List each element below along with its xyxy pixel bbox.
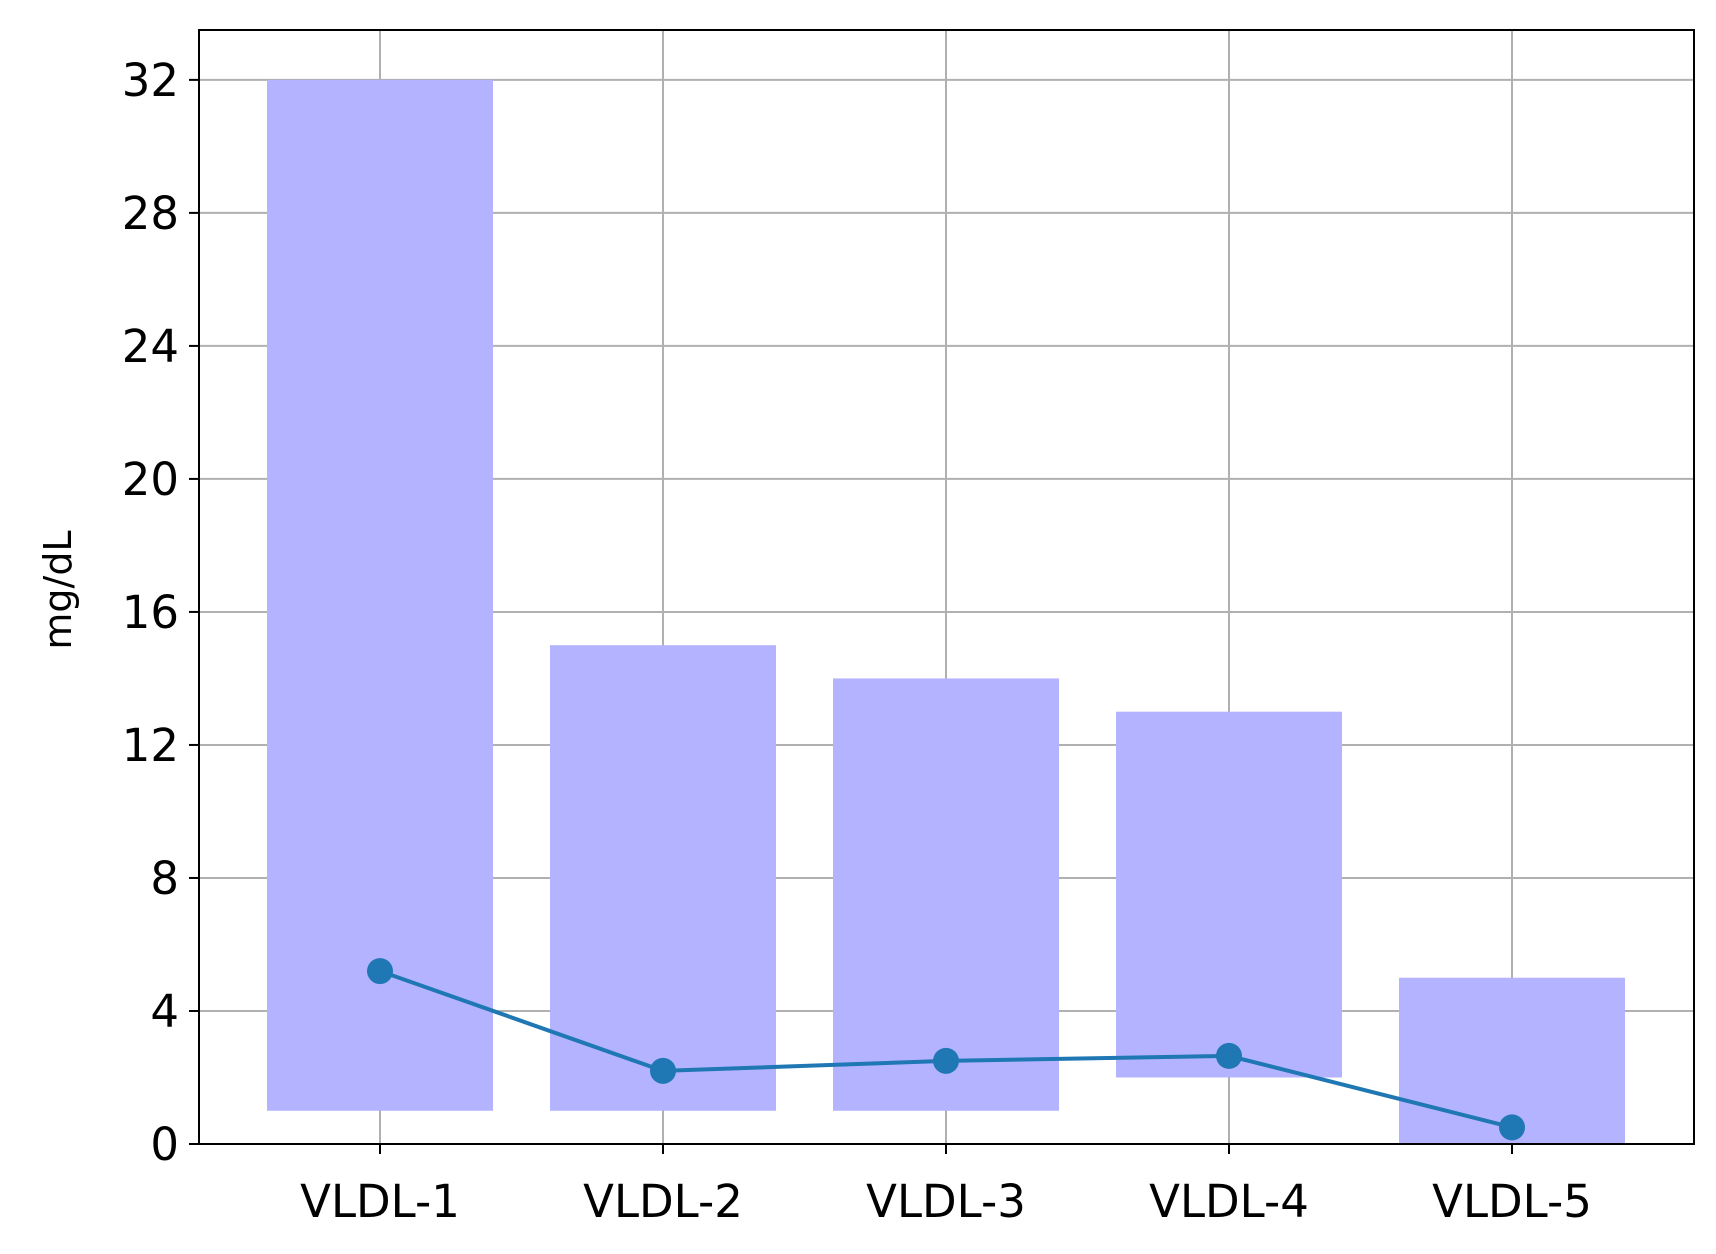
y-tick-label: 24	[122, 320, 179, 373]
y-tick-label: 0	[150, 1118, 179, 1171]
line-point-vldl-3	[933, 1047, 959, 1074]
x-tick-label: VLDL-5	[1432, 1175, 1592, 1228]
line-series	[367, 958, 1525, 1141]
y-tick-label: 16	[122, 586, 179, 639]
x-tick-label: VLDL-3	[866, 1175, 1026, 1228]
y-tick-label: 20	[122, 453, 179, 506]
bar-series	[267, 79, 1625, 1144]
x-tick-label: VLDL-1	[300, 1175, 460, 1228]
y-tick-label: 4	[150, 985, 179, 1038]
y-tick-label: 12	[122, 719, 179, 772]
y-tick-label: 28	[122, 187, 179, 240]
bar-vldl-2	[550, 645, 776, 1111]
bar-vldl-4	[1116, 711, 1342, 1078]
bar-vldl-1	[267, 79, 493, 1111]
y-tick-label: 32	[122, 54, 179, 107]
line-point-vldl-1	[367, 958, 393, 985]
bar-vldl-3	[833, 678, 1059, 1111]
line-point-vldl-2	[650, 1057, 676, 1084]
line-point-vldl-5	[1499, 1114, 1525, 1141]
x-tick-label: VLDL-2	[583, 1175, 743, 1228]
line-point-vldl-4	[1216, 1042, 1242, 1069]
axis-ticks: 0 4 8 12 16 20 24 28 32 VLDL-1 VLDL-2 VLDL-3 VLDL-4 V…	[122, 54, 1592, 1228]
y-tick-label: 8	[150, 852, 179, 905]
x-tick-label: VLDL-4	[1149, 1175, 1309, 1228]
y-axis-title: mg/dL	[36, 530, 80, 649]
